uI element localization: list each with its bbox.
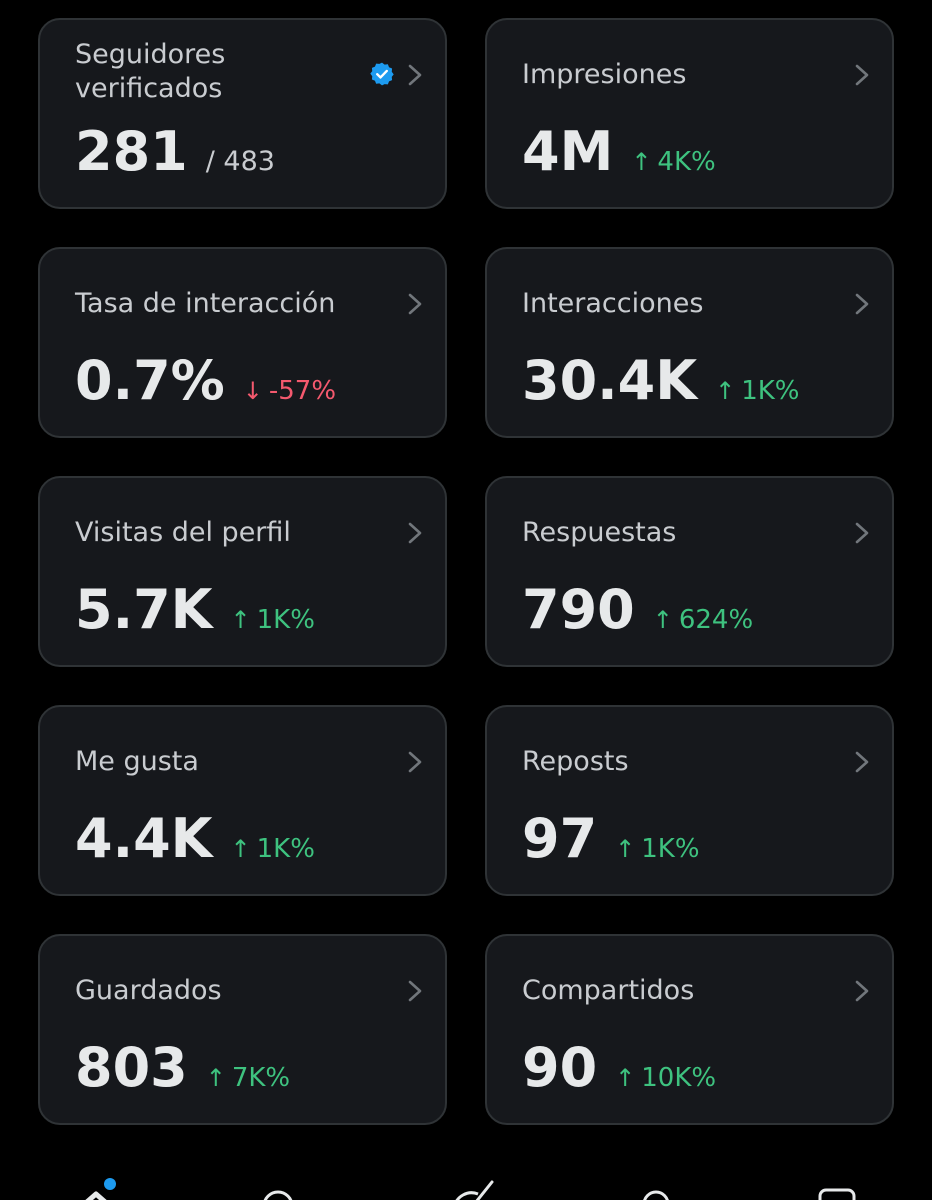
grok-icon[interactable] [446, 1178, 496, 1200]
card-value-row: 0.7% ↓ -57% [75, 349, 336, 413]
metric-change: ↑ 1K% [715, 376, 799, 406]
card-replies[interactable]: Respuestas 790 ↑ 624% [485, 476, 894, 667]
metric-value: 4.4K [75, 807, 213, 870]
arrow-up-icon: ↑ [230, 606, 251, 634]
chevron-right-icon [408, 64, 422, 86]
change-value: 7K% [231, 1063, 291, 1093]
card-interactions[interactable]: Interacciones 30.4K ↑ 1K% [485, 247, 894, 438]
change-value: 1K% [741, 376, 800, 406]
metric-value: 5.7K [75, 578, 213, 641]
card-profile-visits[interactable]: Visitas del perfil 5.7K ↑ 1K% [38, 476, 447, 667]
chevron-right-icon [408, 980, 422, 1002]
change-value: 1K% [641, 834, 700, 864]
metric-change: ↑ 10K% [615, 1063, 716, 1093]
card-title: Compartidos [522, 975, 695, 1006]
card-title: Impresiones [522, 59, 687, 90]
metric-value: 0.7% [75, 349, 225, 412]
card-reposts[interactable]: Reposts 97 ↑ 1K% [485, 705, 894, 896]
card-title: Tasa de interacción [75, 288, 336, 319]
arrow-up-icon: ↑ [230, 835, 251, 863]
messages-icon[interactable] [816, 1178, 860, 1200]
metric-value: 803 [75, 1036, 188, 1099]
card-title: Seguidores verificados [75, 39, 226, 104]
arrow-up-icon: ↑ [652, 606, 673, 634]
card-title: Respuestas [522, 517, 677, 548]
metric-change: ↑ 4K% [631, 147, 715, 177]
metric-value: 790 [522, 578, 635, 641]
metric-value: 281 [75, 120, 188, 183]
metric-value: 30.4K [522, 349, 698, 412]
analytics-grid: Seguidores verificados 281 / 483 Impresi… [38, 18, 894, 1125]
search-icon[interactable] [258, 1178, 298, 1200]
notification-dot [104, 1178, 116, 1190]
arrow-up-icon: ↑ [205, 1064, 226, 1092]
metric-value: 90 [522, 1036, 598, 1099]
bottom-nav [0, 1170, 932, 1200]
metric-value: 4M [522, 120, 614, 183]
card-value-row: 4.4K ↑ 1K% [75, 807, 315, 871]
arrow-up-icon: ↑ [615, 835, 636, 863]
metric-change: ↑ 7K% [206, 1063, 290, 1093]
metric-change: ↑ 624% [653, 605, 753, 635]
card-value-row: 281 / 483 [75, 120, 275, 184]
arrow-up-icon: ↑ [615, 1064, 636, 1092]
verified-badge-icon [370, 62, 394, 86]
chevron-right-icon [855, 980, 869, 1002]
card-title: Reposts [522, 746, 629, 777]
metric-value: 97 [522, 807, 598, 870]
metric-change: ↑ 1K% [615, 834, 699, 864]
card-title: Visitas del perfil [75, 517, 291, 548]
arrow-down-icon: ↓ [242, 377, 263, 405]
communities-icon[interactable] [636, 1178, 676, 1200]
change-value: 4K% [657, 147, 716, 177]
metric-total: / 483 [205, 146, 275, 177]
chevron-right-icon [408, 751, 422, 773]
metric-change: ↑ 1K% [231, 605, 315, 635]
card-value-row: 803 ↑ 7K% [75, 1036, 290, 1100]
chevron-right-icon [855, 293, 869, 315]
card-verified-followers[interactable]: Seguidores verificados 281 / 483 [38, 18, 447, 209]
metric-change: ↑ 1K% [231, 834, 315, 864]
card-title: Me gusta [75, 746, 199, 777]
card-impressions[interactable]: Impresiones 4M ↑ 4K% [485, 18, 894, 209]
chevron-right-icon [408, 522, 422, 544]
chevron-right-icon [408, 293, 422, 315]
arrow-up-icon: ↑ [715, 377, 736, 405]
card-value-row: 30.4K ↑ 1K% [522, 349, 799, 413]
card-value-row: 5.7K ↑ 1K% [75, 578, 315, 642]
change-value: 1K% [256, 605, 315, 635]
card-value-row: 90 ↑ 10K% [522, 1036, 716, 1100]
arrow-up-icon: ↑ [631, 148, 652, 176]
card-bookmarks[interactable]: Guardados 803 ↑ 7K% [38, 934, 447, 1125]
card-title: Interacciones [522, 288, 704, 319]
change-value: 624% [678, 605, 754, 635]
card-shares[interactable]: Compartidos 90 ↑ 10K% [485, 934, 894, 1125]
chevron-right-icon [855, 522, 869, 544]
home-icon[interactable] [74, 1178, 124, 1200]
card-value-row: 790 ↑ 624% [522, 578, 753, 642]
change-value: 10K% [641, 1063, 717, 1093]
card-value-row: 4M ↑ 4K% [522, 120, 716, 184]
card-engagement-rate[interactable]: Tasa de interacción 0.7% ↓ -57% [38, 247, 447, 438]
card-value-row: 97 ↑ 1K% [522, 807, 700, 871]
metric-change: ↓ -57% [243, 376, 336, 406]
chevron-right-icon [855, 751, 869, 773]
card-likes[interactable]: Me gusta 4.4K ↑ 1K% [38, 705, 447, 896]
change-value: 1K% [256, 834, 315, 864]
chevron-right-icon [855, 64, 869, 86]
card-title: Guardados [75, 975, 222, 1006]
change-value: -57% [268, 376, 337, 406]
